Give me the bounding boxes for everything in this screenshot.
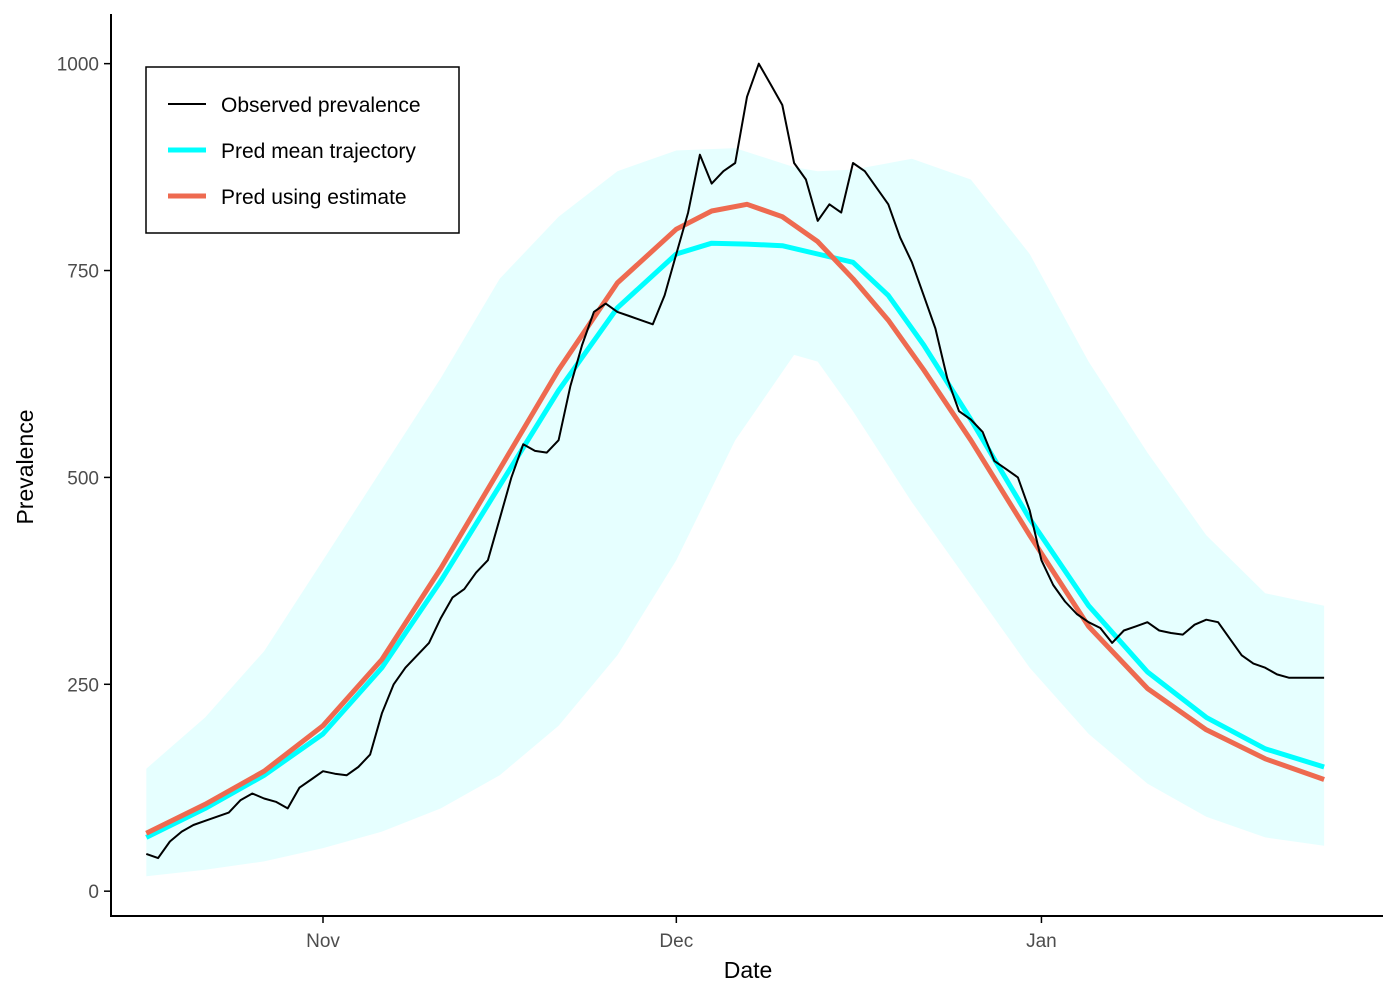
y-tick-label: 1000	[57, 55, 99, 76]
y-tick-label: 750	[67, 262, 99, 283]
x-tick-label: Jan	[1026, 931, 1057, 952]
legend: Observed prevalence Pred mean trajectory…	[145, 66, 460, 234]
series-line-observed-prevalence	[145, 62, 1325, 860]
y-tick-label: 0	[88, 882, 99, 903]
series-line-pred-mean-trajectory	[145, 240, 1325, 840]
y-tick-label: 250	[67, 675, 99, 696]
prediction-band	[146, 148, 1325, 877]
legend-label-pred-mean-trajectory: Pred mean trajectory	[221, 140, 416, 163]
y-axis-title: Prevalence	[12, 409, 38, 524]
legend-label-pred-using-estimate: Pred using estimate	[221, 186, 407, 209]
legend-label-observed-prevalence: Observed prevalence	[221, 94, 421, 117]
y-tick-label: 500	[67, 468, 99, 489]
x-axis-ticks: Nov Dec Jan	[306, 916, 1057, 952]
x-tick-label: Nov	[306, 931, 340, 952]
plot-area	[145, 62, 1325, 877]
x-tick-label: Dec	[659, 931, 693, 952]
legend-box	[145, 66, 460, 234]
y-axis-ticks: 0 250 500 750 1000	[57, 55, 111, 903]
x-axis-title: Date	[724, 957, 773, 983]
series-line-pred-using-estimate	[145, 201, 1325, 836]
